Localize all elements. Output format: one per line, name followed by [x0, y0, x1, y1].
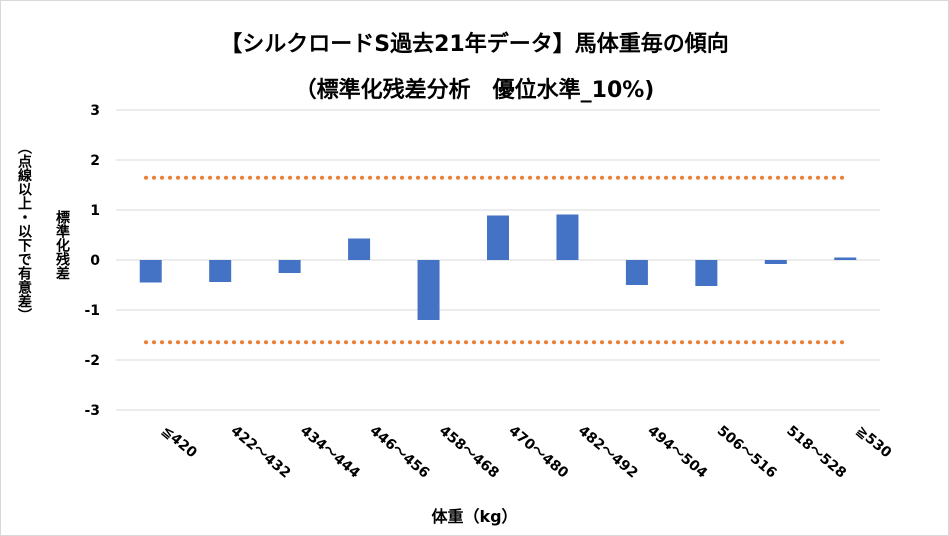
x-tick-label: 470～480 — [505, 423, 571, 482]
y-tick-label: 0 — [90, 253, 100, 269]
bar — [209, 260, 232, 282]
bar — [417, 260, 440, 320]
bar — [764, 260, 787, 264]
x-tick-label: 446～456 — [367, 423, 433, 482]
bar — [834, 257, 857, 260]
y-axis-label: 標準化残差 — [54, 210, 70, 280]
x-tick-label: 434～444 — [297, 423, 363, 482]
y-tick-label: 3 — [90, 103, 100, 119]
chart-subtitle: （標準化残差分析 優位水準_10%) — [294, 78, 655, 103]
y-tick-label: 2 — [90, 153, 100, 169]
y-tick-label: 1 — [90, 203, 100, 219]
bar — [695, 260, 718, 286]
x-tick-label: ≦420 — [158, 423, 200, 462]
bar — [556, 214, 579, 260]
x-tick-label: 458～468 — [436, 423, 502, 482]
x-tick-label: 506～516 — [714, 423, 780, 482]
x-tick-label: 422～432 — [228, 423, 294, 482]
bar — [348, 238, 371, 260]
bar — [625, 260, 648, 285]
bar — [139, 260, 162, 283]
y-tick-label: -2 — [84, 353, 100, 369]
x-axis-label: 体重（kg） — [431, 507, 518, 526]
bar — [278, 260, 301, 273]
y-tick-label: -3 — [84, 403, 100, 419]
y-axis-note: （点線以上・以下で有意差） — [16, 140, 32, 322]
x-tick-label: 482～492 — [575, 423, 641, 482]
x-tick-label: ≧530 — [853, 423, 895, 462]
bar — [487, 215, 509, 260]
x-tick-label: 518～528 — [783, 423, 849, 482]
chart-title: 【シルクロードS過去21年データ】馬体重毎の傾向 — [220, 32, 729, 57]
x-tick-label: 494～504 — [644, 423, 710, 482]
y-tick-label: -1 — [84, 303, 100, 319]
